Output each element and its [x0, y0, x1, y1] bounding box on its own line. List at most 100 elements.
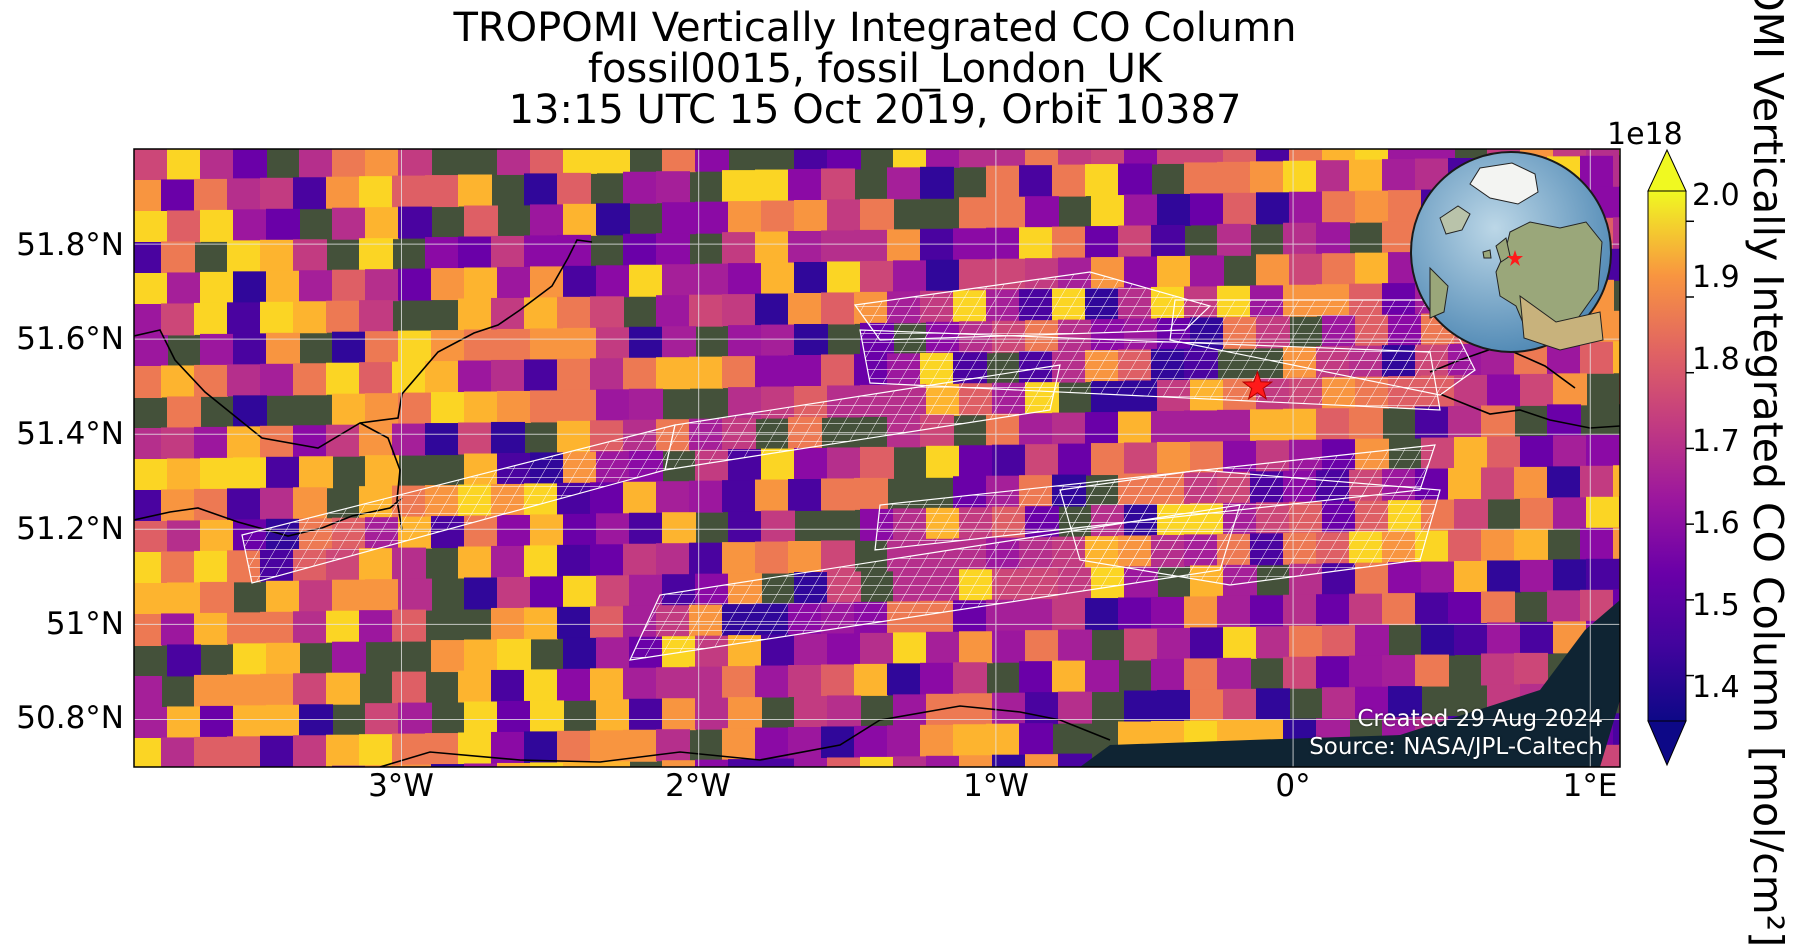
co-pixel: [365, 579, 399, 612]
co-pixel: [563, 327, 597, 360]
co-pixel: [557, 606, 591, 639]
colorbar-tick-label: 1.9: [1692, 260, 1740, 295]
co-pixel: [662, 149, 696, 173]
co-pixel: [425, 423, 459, 456]
co-pixel: [689, 294, 723, 327]
co-pixel: [959, 197, 993, 230]
co-pixel: [755, 541, 789, 574]
co-pixel: [524, 359, 558, 392]
co-pixel: [656, 543, 690, 576]
co-pixel: [827, 695, 861, 728]
co-pixel: [1289, 191, 1323, 224]
co-pixel: [1586, 496, 1620, 529]
co-pixel: [695, 201, 729, 234]
co-pixel: [755, 169, 789, 202]
footprint-swath-east: [1059, 469, 1441, 586]
co-pixel: [260, 735, 294, 767]
co-pixel: [161, 737, 195, 767]
co-pixel: [722, 480, 756, 513]
co-pixel: [134, 180, 162, 212]
co-pixel: [266, 208, 300, 241]
co-pixel: [398, 702, 432, 735]
co-pixel: [1283, 408, 1317, 441]
co-pixel: [893, 632, 927, 665]
co-pixel: [728, 325, 762, 358]
co-pixel: [887, 725, 921, 758]
co-pixel: [332, 269, 366, 302]
co-pixel: [233, 149, 267, 180]
co-pixel: [761, 200, 795, 233]
co-pixel: [1025, 630, 1059, 663]
co-pixel: [524, 669, 558, 702]
co-pixel: [326, 362, 360, 395]
co-pixel: [1025, 444, 1059, 477]
co-pixel: [524, 731, 558, 764]
co-pixel: [1118, 411, 1152, 444]
co-pixel: [1019, 723, 1053, 756]
co-pixel: [1547, 590, 1581, 623]
co-pixel: [761, 758, 795, 767]
co-pixel: [260, 611, 294, 644]
co-pixel: [920, 228, 954, 261]
co-pixel: [755, 355, 789, 388]
co-pixel: [656, 667, 690, 700]
co-pixel: [530, 204, 564, 237]
co-pixel: [1058, 149, 1092, 166]
co-pixel: [1085, 412, 1119, 445]
co-pixel: [161, 179, 195, 212]
co-pixel: [1052, 660, 1086, 693]
co-pixel: [260, 487, 294, 520]
co-pixel: [893, 694, 927, 727]
co-pixel: [1217, 223, 1251, 256]
lon-tick-label: 1°E: [1562, 768, 1618, 804]
co-pixel: [1184, 658, 1218, 691]
co-pixel: [1316, 408, 1350, 441]
co-pixel: [1058, 753, 1092, 767]
co-pixel: [194, 178, 228, 211]
co-pixel: [200, 209, 234, 242]
co-pixel: [629, 326, 663, 359]
co-pixel: [887, 663, 921, 696]
co-pixel: [623, 667, 657, 700]
co-pixel: [656, 357, 690, 390]
co-pixel: [656, 481, 690, 514]
co-pixel: [167, 396, 201, 429]
co-pixel: [959, 755, 993, 767]
co-pixel: [359, 548, 393, 581]
co-pixel: [1388, 686, 1422, 719]
co-pixel: [491, 235, 525, 268]
co-pixel: [233, 767, 267, 799]
co-pixel: [1613, 713, 1620, 746]
co-pixel: [1415, 592, 1449, 625]
co-pixel: [1349, 593, 1383, 626]
co-pixel: [299, 704, 333, 737]
co-pixel: [1283, 656, 1317, 689]
co-pixel: [458, 298, 492, 331]
co-pixel: [365, 269, 399, 302]
co-pixel: [596, 699, 630, 732]
co-pixel: [887, 229, 921, 262]
lon-tick-label: 1°W: [963, 768, 1029, 804]
co-pixel: [491, 421, 525, 454]
co-pixel: [992, 754, 1026, 767]
co-pixel: [788, 541, 822, 573]
co-pixel: [596, 761, 630, 767]
co-pixel: [200, 768, 234, 800]
co-pixel: [596, 637, 630, 670]
co-pixel: [1217, 595, 1251, 628]
co-pixel: [293, 301, 327, 334]
co-pixel: [200, 457, 234, 490]
co-pixel: [233, 271, 267, 304]
co-pixel: [299, 149, 333, 179]
co-pixel: [161, 613, 195, 646]
co-pixel: [761, 634, 795, 667]
co-pixel: [299, 456, 333, 489]
co-pixel: [854, 229, 888, 262]
co-pixel: [992, 630, 1026, 663]
co-pixel: [1355, 149, 1389, 161]
lat-tick-label: 51.8°N: [16, 227, 124, 263]
co-pixel: [293, 177, 327, 210]
co-pixel: [1118, 163, 1152, 196]
co-pixel: [398, 330, 432, 363]
co-pixel: [1190, 627, 1224, 660]
